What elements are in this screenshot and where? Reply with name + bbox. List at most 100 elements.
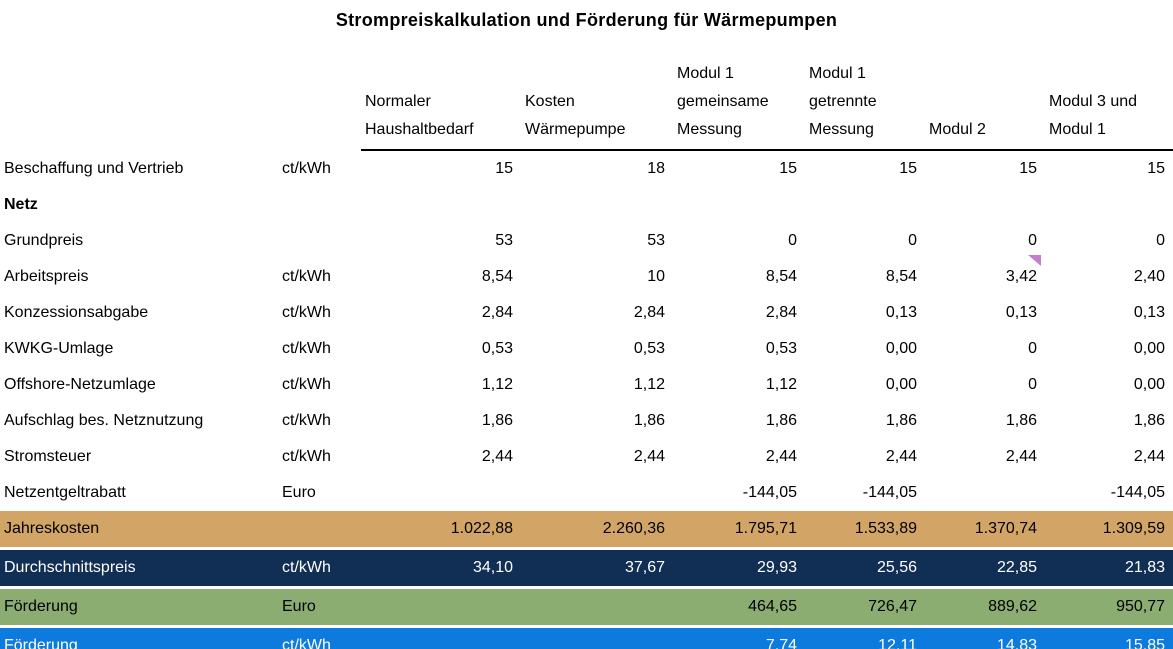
row-label[interactable]: Jahreskosten (0, 511, 280, 549)
row-label[interactable]: Förderung (0, 586, 280, 627)
table-cell[interactable]: 950,77 (1045, 586, 1173, 627)
row-unit[interactable]: ct/kWh (282, 340, 331, 357)
table-cell[interactable]: 7,74 (673, 625, 805, 649)
table-cell[interactable]: 726,47 (805, 586, 925, 627)
table-cell[interactable]: 0 (1028, 340, 1037, 357)
table-cell[interactable]: -144,05 (742, 484, 797, 501)
table-cell[interactable]: 1,86 (481, 412, 513, 429)
table-cell[interactable]: 0,00 (885, 340, 917, 357)
table-cell[interactable]: 1,12 (765, 376, 797, 393)
table-cell[interactable]: 2,44 (885, 448, 917, 465)
table-cell[interactable]: 22,85 (925, 547, 1045, 588)
table-cell[interactable]: 34,10 (361, 547, 521, 588)
table-cell[interactable]: 0 (1028, 232, 1037, 249)
row-label[interactable]: Arbeitspreis (4, 268, 89, 285)
table-cell[interactable] (925, 187, 1045, 223)
table-cell[interactable]: 12,11 (805, 625, 925, 649)
table-cell[interactable]: 15 (1019, 160, 1037, 177)
table-cell[interactable]: 0,53 (765, 340, 797, 357)
row-label[interactable]: Netz (4, 196, 38, 213)
row-unit[interactable]: ct/kWh (282, 412, 331, 429)
row-label[interactable]: Durchschnittspreis (0, 547, 280, 588)
table-cell[interactable]: 2,84 (481, 304, 513, 321)
table-cell[interactable]: 2,44 (1133, 448, 1165, 465)
table-cell[interactable]: 2,44 (765, 448, 797, 465)
row-unit[interactable] (280, 223, 361, 259)
table-cell[interactable]: 1.309,59 (1045, 511, 1173, 549)
table-cell[interactable] (805, 187, 925, 223)
table-cell[interactable]: 1.370,74 (925, 511, 1045, 549)
table-cell[interactable]: 1,86 (1133, 412, 1165, 429)
row-unit[interactable] (280, 187, 361, 223)
table-cell[interactable] (361, 475, 521, 511)
row-unit[interactable] (280, 511, 361, 549)
table-cell[interactable]: 0 (1156, 232, 1165, 249)
table-cell[interactable]: 0 (908, 232, 917, 249)
table-cell[interactable]: 21,83 (1045, 547, 1173, 588)
table-cell[interactable]: 53 (495, 232, 513, 249)
table-cell[interactable] (521, 187, 673, 223)
row-label[interactable]: Förderung (0, 625, 280, 649)
table-cell[interactable]: 3,42 (925, 255, 1045, 295)
table-cell[interactable]: 0,53 (633, 340, 665, 357)
column-header-modul1-getrennte-messung[interactable]: Modul 1 getrennte Messung (805, 34, 925, 151)
table-cell[interactable]: 8,54 (481, 268, 513, 285)
table-cell[interactable]: 889,62 (925, 586, 1045, 627)
row-unit[interactable]: Euro (280, 586, 361, 627)
table-cell[interactable]: 1,12 (633, 376, 665, 393)
table-cell[interactable]: 1.795,71 (673, 511, 805, 549)
row-unit[interactable]: ct/kWh (282, 268, 331, 285)
row-unit[interactable]: ct/kWh (282, 376, 331, 393)
table-cell[interactable]: 18 (647, 160, 665, 177)
table-cell[interactable]: 37,67 (521, 547, 673, 588)
table-cell[interactable]: 29,93 (673, 547, 805, 588)
row-label[interactable]: Stromsteuer (4, 448, 92, 465)
column-header-normaler-haushaltbedarf[interactable]: Normaler Haushaltbedarf (361, 34, 521, 151)
table-cell[interactable]: 25,56 (805, 547, 925, 588)
table-cell[interactable]: 0,00 (885, 376, 917, 393)
table-cell[interactable]: 1,86 (885, 412, 917, 429)
table-cell[interactable]: 0,13 (1133, 304, 1165, 321)
table-cell[interactable]: -144,05 (862, 484, 917, 501)
table-cell[interactable] (521, 586, 673, 627)
table-cell[interactable]: 15 (495, 160, 513, 177)
table-cell[interactable]: 0,13 (885, 304, 917, 321)
table-cell[interactable]: 2,40 (1133, 268, 1165, 285)
table-cell[interactable]: 1.533,89 (805, 511, 925, 549)
table-cell[interactable]: 53 (647, 232, 665, 249)
table-cell[interactable]: 1,86 (633, 412, 665, 429)
table-cell[interactable]: 2,44 (633, 448, 665, 465)
table-cell[interactable]: 10 (647, 268, 665, 285)
table-cell[interactable]: 8,54 (765, 268, 797, 285)
table-cell[interactable]: 1.022,88 (361, 511, 521, 549)
table-cell[interactable]: 464,65 (673, 586, 805, 627)
column-header-modul1-gemeinsame-messung[interactable]: Modul 1 gemeinsame Messung (673, 34, 805, 151)
table-cell[interactable]: 0,00 (1133, 340, 1165, 357)
table-cell[interactable] (521, 475, 673, 511)
row-unit[interactable]: ct/kWh (282, 448, 331, 465)
column-header-kosten-waermepumpe[interactable]: Kosten Wärmepumpe (521, 34, 673, 151)
row-label[interactable]: Konzessionsabgabe (4, 304, 149, 321)
table-cell[interactable]: 0 (1028, 376, 1037, 393)
row-label[interactable]: Aufschlag bes. Netznutzung (4, 412, 204, 429)
row-label[interactable]: Beschaffung und Vertrieb (4, 159, 184, 177)
table-cell[interactable] (673, 187, 805, 223)
table-cell[interactable]: 1,12 (481, 376, 513, 393)
table-cell[interactable] (521, 625, 673, 649)
row-label[interactable]: Netzentgeltrabatt (4, 484, 126, 501)
column-header-modul3-und-modul1[interactable]: Modul 3 und Modul 1 (1045, 34, 1173, 151)
table-cell[interactable]: 15 (899, 160, 917, 177)
row-unit[interactable]: Euro (282, 484, 316, 501)
table-cell[interactable]: -144,05 (1110, 484, 1165, 501)
table-cell[interactable]: 2,84 (633, 304, 665, 321)
table-cell[interactable]: 1,86 (765, 412, 797, 429)
table-cell[interactable] (361, 187, 521, 223)
table-cell[interactable]: 1,86 (1005, 412, 1037, 429)
table-cell[interactable]: 15 (1147, 160, 1165, 177)
table-cell[interactable]: 2.260,36 (521, 511, 673, 549)
row-label[interactable]: Offshore-Netzumlage (4, 376, 156, 393)
table-cell[interactable] (1045, 187, 1173, 223)
table-cell[interactable]: 0,00 (1133, 376, 1165, 393)
row-unit[interactable]: ct/kWh (280, 547, 361, 588)
column-header-modul2[interactable]: Modul 2 (925, 34, 1045, 151)
